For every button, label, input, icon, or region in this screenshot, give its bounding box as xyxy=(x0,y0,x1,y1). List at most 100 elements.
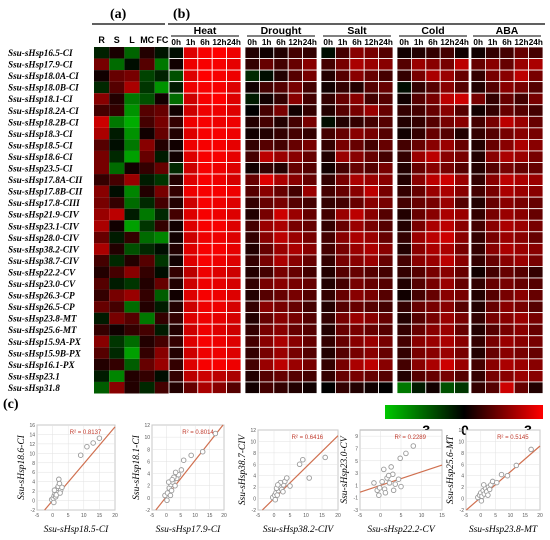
heatmap-cell xyxy=(470,196,486,210)
heatmap-cell xyxy=(226,58,242,71)
heatmap-cell xyxy=(334,335,351,348)
heatmap-cell xyxy=(273,92,289,106)
heatmap-cell xyxy=(320,46,336,59)
gene-label: Ssu-sHsp21.9-CIV xyxy=(8,210,80,220)
heatmap-cell xyxy=(226,312,242,325)
heatmap-cell xyxy=(363,185,380,198)
heatmap-cell xyxy=(470,173,486,187)
heatmap-cell xyxy=(273,289,289,302)
heatmap-cell xyxy=(226,277,242,290)
heatmap-cell xyxy=(425,300,441,314)
heatmap-cell xyxy=(182,266,199,279)
heatmap-cell xyxy=(499,254,515,267)
heatmap-cell xyxy=(320,138,336,152)
heatmap-cell xyxy=(425,312,441,325)
x-tick-label: 10 xyxy=(419,513,425,519)
heatmap-cell xyxy=(320,358,336,371)
heatmap-cell xyxy=(258,196,275,210)
heatmap-cell xyxy=(425,162,441,175)
heatmap-cell xyxy=(410,115,427,129)
heatmap-cell xyxy=(258,69,275,83)
data-point xyxy=(272,496,279,503)
heatmap-cell xyxy=(182,254,199,267)
heatmap-cell xyxy=(124,266,140,278)
heatmap-cell xyxy=(484,335,501,348)
heatmap-cell xyxy=(470,289,486,302)
heatmap-cell xyxy=(513,254,530,267)
heatmap-cell xyxy=(139,370,155,382)
data-point xyxy=(478,498,485,504)
heatmap-cell xyxy=(109,81,125,94)
heatmap-cell xyxy=(349,323,365,337)
time-point-label: 0h xyxy=(323,38,333,47)
heatmap-cell xyxy=(410,254,427,267)
tissue-tick-label: L xyxy=(129,35,135,45)
heatmap-cell xyxy=(470,346,486,360)
heatmap-cell xyxy=(396,196,412,210)
heatmap-cell xyxy=(528,104,544,117)
heatmap-cell xyxy=(334,104,351,117)
y-tick-label: 12 xyxy=(29,442,35,448)
heatmap-cell xyxy=(211,242,227,256)
heatmap-cell xyxy=(273,162,289,175)
heatmap-cell xyxy=(528,196,544,210)
heatmap-cell xyxy=(273,266,289,279)
heatmap-cell xyxy=(211,300,227,314)
heatmap-cell xyxy=(378,266,394,279)
data-point xyxy=(56,480,63,487)
heatmap-cell xyxy=(273,219,289,233)
heatmap-cell xyxy=(410,242,427,256)
heatmap-cell xyxy=(363,369,380,383)
heatmap-cell xyxy=(182,138,199,152)
y-tick-label: -2 xyxy=(460,508,465,514)
data-point xyxy=(390,487,397,494)
heatmap-cell xyxy=(109,266,125,278)
data-point xyxy=(371,480,377,486)
heatmap-cell xyxy=(124,162,140,175)
heatmap-cell xyxy=(197,150,213,163)
heatmap-cell xyxy=(182,300,199,314)
heatmap-cell xyxy=(396,381,412,394)
heatmap-cell xyxy=(302,254,318,267)
data-point xyxy=(180,457,187,463)
heatmap-cell xyxy=(244,335,260,348)
heatmap-cell xyxy=(258,300,275,314)
heatmap-cell xyxy=(139,93,155,105)
heatmap-cell xyxy=(302,115,318,129)
heatmap-cell xyxy=(425,266,441,279)
heatmap-cell xyxy=(197,381,213,394)
heatmap-cell xyxy=(168,138,184,152)
gene-label: Ssu-sHsp23.1-CIV xyxy=(8,221,80,231)
heatmap-cell xyxy=(513,185,530,198)
heatmap-cell xyxy=(287,300,304,314)
heatmap-cell xyxy=(470,254,486,267)
heatmap-cell xyxy=(396,323,412,337)
heatmap-cell xyxy=(124,208,140,221)
heatmap-cell xyxy=(499,266,515,279)
heatmap-cell xyxy=(211,127,227,140)
heatmap-cell xyxy=(258,58,275,71)
heatmap-cell xyxy=(287,208,304,221)
heatmap-cell xyxy=(425,127,441,140)
heatmap-cell xyxy=(513,162,530,175)
heatmap-cell xyxy=(197,92,213,106)
heatmap-cell xyxy=(258,231,275,244)
heatmap-cell xyxy=(528,127,544,140)
heatmap-cell xyxy=(287,266,304,279)
heatmap-cell xyxy=(378,219,394,233)
heatmap-cell xyxy=(454,69,470,83)
heatmap-cell xyxy=(349,358,365,371)
data-point xyxy=(57,490,63,496)
heatmap-cell xyxy=(363,381,380,394)
heatmap-cell xyxy=(109,254,125,267)
x-axis-label: Ssu-sHsp17.9-CI xyxy=(156,525,221,535)
heatmap-cell xyxy=(273,69,289,83)
heatmap-cell xyxy=(484,323,501,337)
heatmap-cell xyxy=(124,197,140,209)
heatmap-cell xyxy=(363,81,380,94)
tissue-header: R S L MC FC xyxy=(92,23,169,45)
heatmap-cell xyxy=(378,231,394,244)
heatmap-cell xyxy=(258,312,275,325)
heatmap-cell xyxy=(349,104,365,117)
heatmap-cell xyxy=(320,369,336,383)
